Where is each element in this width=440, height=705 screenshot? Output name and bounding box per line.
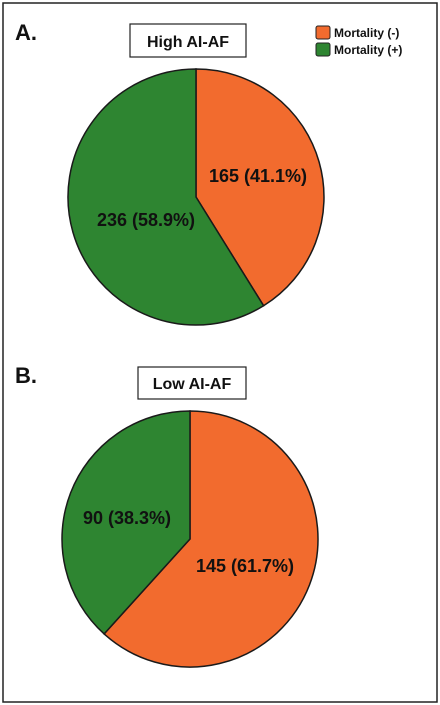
pie-chart-high-ai-af: 165 (41.1%) 236 (58.9%) — [67, 68, 325, 326]
panel-title-box-b — [137, 366, 247, 400]
pie-data-label-mortality-negative: 145 (61.7%) — [196, 556, 294, 576]
panel-title-b: Low AI-AF — [153, 376, 232, 393]
legend-swatch-mortality-negative — [315, 25, 331, 40]
pie-slice-mortality-negative — [103, 410, 319, 668]
panel-title-a: High AI-AF — [147, 34, 229, 51]
panel-title-box-a — [129, 23, 247, 58]
pie-data-label-mortality-positive: 90 (38.3%) — [83, 508, 171, 528]
pie-data-label-mortality-positive: 236 (58.9%) — [97, 210, 195, 230]
panel-label-b: B. — [15, 363, 37, 388]
pie-slice-mortality-positive — [67, 68, 265, 326]
pie-chart-low-ai-af: 145 (61.7%) 90 (38.3%) — [61, 410, 319, 668]
pie-slice-mortality-positive — [61, 410, 191, 635]
pie-slice-mortality-negative — [195, 68, 325, 307]
legend-swatch-mortality-positive — [315, 42, 331, 57]
legend: Mortality (-) Mortality (+) — [315, 25, 402, 57]
legend-label-mortality-negative: Mortality (-) — [334, 26, 399, 40]
pie-data-label-mortality-negative: 165 (41.1%) — [209, 166, 307, 186]
panel-label-a: A. — [15, 20, 37, 45]
legend-label-mortality-positive: Mortality (+) — [334, 43, 402, 57]
